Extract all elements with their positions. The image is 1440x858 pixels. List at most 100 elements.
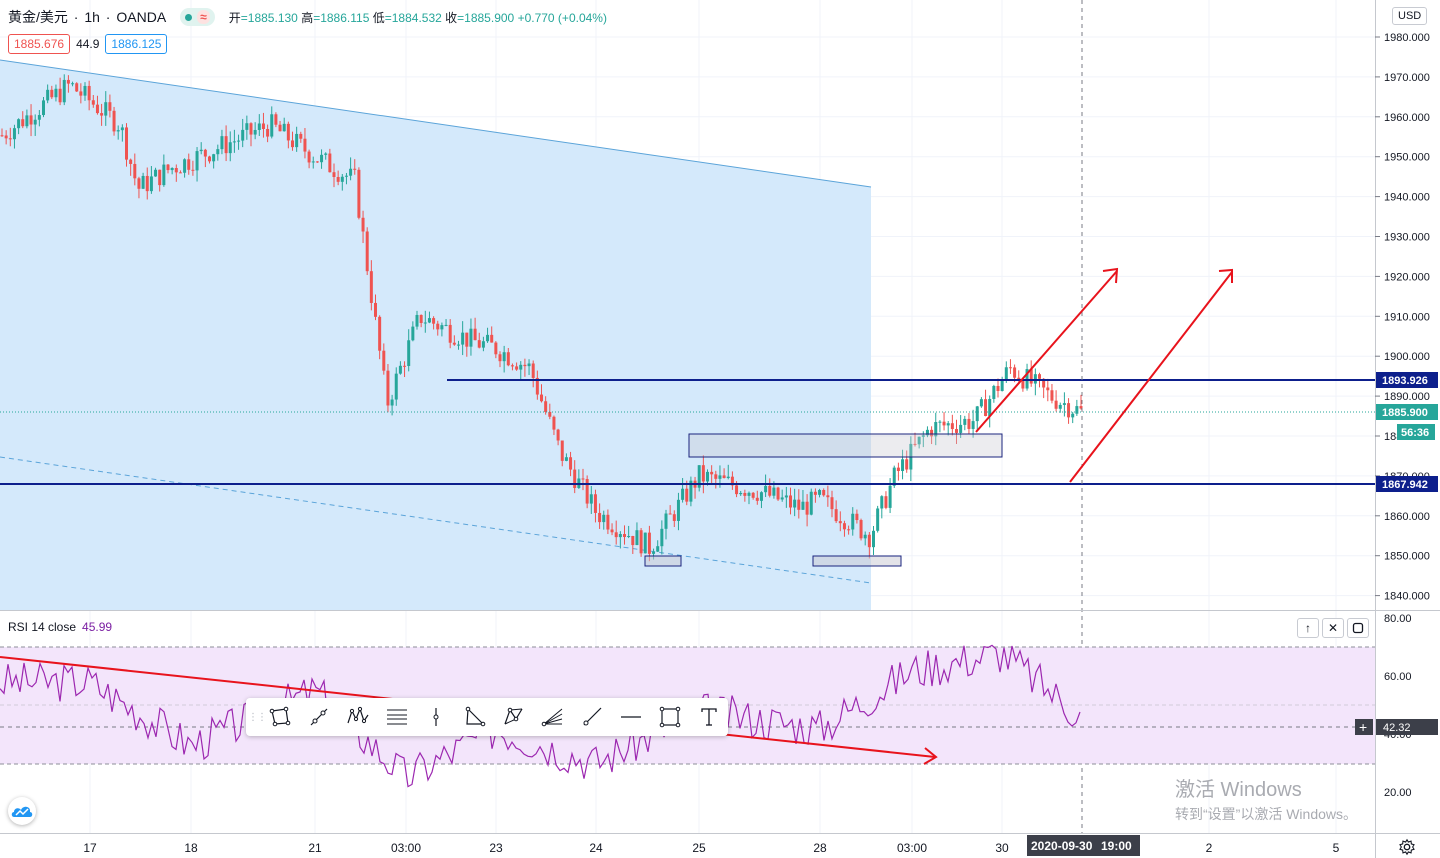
- candle-body: [191, 169, 195, 171]
- shaded-channel-drawing[interactable]: [0, 60, 871, 610]
- maximize-pane-button[interactable]: [1347, 618, 1369, 638]
- candle-body: [988, 398, 992, 417]
- arrow-drawing-1[interactable]: [975, 267, 1119, 433]
- candle-body: [1008, 367, 1012, 369]
- candle-body: [33, 119, 37, 125]
- sell-price-button[interactable]: 1885.676: [8, 34, 71, 54]
- trend-line-tool-button[interactable]: [299, 701, 338, 733]
- channel-lower-dashed-line[interactable]: [0, 456, 872, 584]
- candle-body: [203, 149, 207, 157]
- candle-body: [652, 551, 656, 554]
- ray-icon: [583, 707, 601, 726]
- level-high-label-bg: [1376, 372, 1438, 388]
- candle-body: [631, 536, 635, 546]
- triangle-tool-button[interactable]: [455, 701, 494, 733]
- close-pane-button[interactable]: ✕: [1322, 618, 1344, 638]
- candle-body: [618, 534, 622, 538]
- candle-body: [614, 532, 618, 538]
- text-icon: [700, 708, 717, 726]
- separator-dot: ·: [101, 9, 115, 25]
- candle-body: [212, 154, 216, 162]
- fib-fan-tool-button[interactable]: [533, 701, 572, 733]
- candle-body: [735, 485, 739, 495]
- time-tick-label: 2: [1206, 841, 1213, 855]
- horizontal-line-tool-button[interactable]: [611, 701, 650, 733]
- candle-body: [324, 153, 328, 155]
- elliott-wave-tool-button[interactable]: [338, 701, 377, 733]
- horizontal-line-icon: [620, 716, 641, 718]
- ray-tool-button[interactable]: [572, 701, 611, 733]
- gear-icon[interactable]: [1398, 838, 1416, 856]
- candle-body: [286, 123, 290, 141]
- polyline-tool-button[interactable]: [260, 701, 299, 733]
- candle-body: [112, 110, 116, 132]
- currency-button[interactable]: USD: [1392, 7, 1428, 25]
- candle-body: [950, 423, 954, 430]
- candle-body: [133, 163, 137, 179]
- candle-body: [29, 115, 33, 125]
- candle-body: [129, 159, 133, 164]
- candle-body: [498, 354, 502, 362]
- time-tick-label: 21: [308, 841, 322, 855]
- buy-price-button[interactable]: 1886.125: [105, 34, 168, 54]
- spread-value: 44.9: [76, 37, 100, 51]
- current-price-label-bg: [1376, 404, 1438, 420]
- rectangle-tool-button[interactable]: [650, 701, 689, 733]
- candle-body: [1050, 390, 1054, 401]
- support-zone-rectangle-2[interactable]: [812, 555, 902, 567]
- abcd-pattern-tool-button[interactable]: [494, 701, 533, 733]
- candle-body: [842, 523, 846, 530]
- candle-body: [917, 436, 921, 445]
- tradingview-logo[interactable]: [8, 797, 36, 825]
- candle-body: [332, 172, 336, 177]
- candle-body: [407, 340, 411, 366]
- price-tick-label: 1900.000: [1384, 351, 1430, 363]
- symbol-name[interactable]: 黄金/美元: [8, 9, 68, 25]
- candle-body: [959, 424, 963, 433]
- move-pane-up-button[interactable]: ↑: [1297, 618, 1319, 638]
- candle-body: [394, 373, 398, 400]
- price-tick-label: 1930.000: [1384, 232, 1430, 244]
- toolbar-drag-handle[interactable]: ⋮⋮: [248, 711, 267, 723]
- candle-body: [589, 494, 593, 504]
- plus-icon[interactable]: +: [1359, 719, 1367, 735]
- candle-body: [0, 135, 4, 137]
- rsi-plus-button[interactable]: [1355, 719, 1373, 735]
- candle-body: [66, 79, 70, 84]
- time-tick-label: 30: [995, 841, 1009, 855]
- time-tick-label: 28: [813, 841, 827, 855]
- candle-body: [311, 161, 315, 163]
- high-value: =1886.115: [313, 10, 370, 25]
- abcd-pattern-icon: [503, 707, 523, 725]
- candle-body: [934, 422, 938, 437]
- candle-body: [643, 532, 647, 554]
- candle-body: [195, 151, 199, 171]
- candle-body: [809, 491, 813, 515]
- candle-body: [100, 113, 104, 116]
- arrow-drawing-2[interactable]: [1069, 268, 1233, 483]
- price-tick-label: 1960.000: [1384, 112, 1430, 124]
- time-axis[interactable]: 17 18 21 03:00 23 24 25 28 03:00 30 2 5: [83, 841, 1339, 855]
- candle-body: [502, 352, 506, 362]
- candle-body: [818, 489, 822, 495]
- candle-body: [710, 471, 714, 475]
- separator-dot: ·: [69, 9, 83, 25]
- rsi-tick-label: 60.00: [1384, 671, 1412, 683]
- channel-upper-line[interactable]: [0, 59, 872, 188]
- rsi-legend[interactable]: RSI 14 close 45.99: [8, 620, 112, 634]
- market-status-badge[interactable]: ≈: [180, 8, 215, 26]
- candle-body: [137, 178, 141, 189]
- text-tool-button[interactable]: [689, 701, 728, 733]
- resistance-zone-rectangle[interactable]: [688, 433, 1003, 458]
- candle-body: [668, 513, 672, 515]
- candle-body: [245, 123, 249, 130]
- parallel-lines-tool-button[interactable]: [377, 701, 416, 733]
- candle-body: [398, 365, 402, 374]
- support-zone-rectangle-1[interactable]: [644, 555, 682, 567]
- price-tick-label: 1840.000: [1384, 591, 1430, 603]
- price-axis[interactable]: 1980.000 1970.000 1960.000 1950.000 1940.000…: [1375, 32, 1430, 603]
- interval-label[interactable]: 1h: [84, 9, 100, 25]
- vertical-line-tool-button[interactable]: [416, 701, 455, 733]
